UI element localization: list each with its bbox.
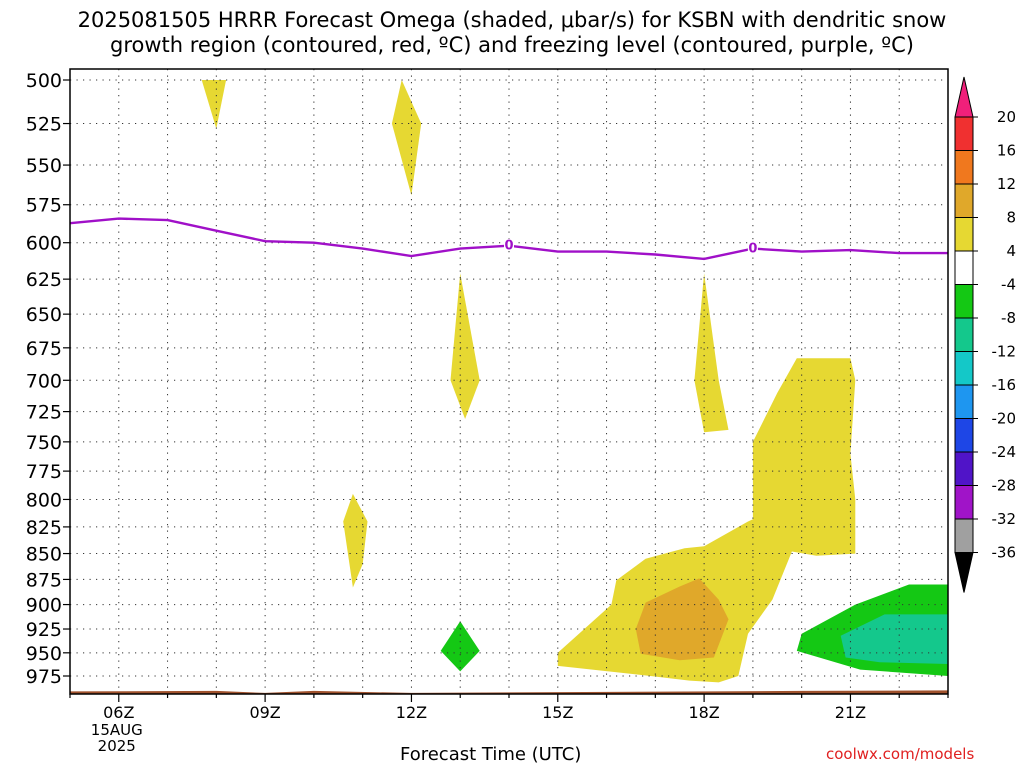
y-tick-label-525: 525: [26, 114, 62, 136]
omega-region-5: [557, 358, 856, 683]
title-line-1: 2025081505 HRRR Forecast Omega (shaded, …: [77, 8, 947, 32]
y-tick-label-850: 850: [26, 544, 62, 566]
omega-shading: [201, 80, 948, 683]
x-tick-label-6: 06Z: [103, 703, 134, 722]
omega-region-3: [694, 273, 729, 433]
y-tick-label-600: 600: [26, 233, 62, 255]
colorbar-label-6: -8: [1001, 309, 1016, 327]
y-tick-label-800: 800: [26, 489, 62, 511]
freezing-label-bg-1: [747, 241, 758, 254]
x-tick-label-21: 21Z: [835, 703, 866, 722]
x-date-label-1: 2025: [98, 737, 136, 755]
grid-lines: [69, 69, 949, 694]
omega-region-6: [635, 578, 729, 661]
y-tick-label-925: 925: [26, 619, 62, 641]
colorbar-top-arrow: [954, 76, 974, 118]
colorbar-label-4: 4: [1006, 242, 1016, 260]
colorbar-seg-9: [954, 384, 974, 419]
colorbar-label-2: 12: [997, 175, 1016, 193]
surface-strip: [70, 690, 948, 694]
freezing-label-bg-0: [504, 238, 514, 251]
colorbar-label-12: -32: [992, 510, 1017, 528]
omega-region-1: [391, 80, 422, 196]
colorbar-label-7: -12: [992, 343, 1017, 361]
x-tick-label-12: 12Z: [396, 703, 427, 722]
colorbar-seg-13: [954, 518, 974, 553]
colorbar-label-13: -36: [992, 544, 1017, 562]
freezing-level-label-0: 0: [504, 239, 513, 254]
colorbar-seg-5: [954, 250, 974, 285]
colorbar-label-3: 8: [1006, 209, 1016, 227]
omega-region-7: [440, 621, 480, 672]
surface-terrain: [70, 690, 948, 694]
colorbar-label-8: -16: [992, 376, 1017, 394]
x-axis-label: Forecast Time (UTC): [400, 744, 582, 765]
x-tick-label-15: 15Z: [542, 703, 573, 722]
y-tick-label-750: 750: [26, 432, 62, 454]
colorbar-seg-12: [954, 485, 974, 520]
y-axis: 500 525 550 575 600 625 650 675 700 725 750 775 800 8…: [26, 70, 70, 688]
y-tick-label-550: 550: [26, 155, 62, 177]
y-tick-label-575: 575: [26, 195, 62, 217]
x-tick-label-18: 18Z: [688, 703, 719, 722]
colorbar-seg-11: [954, 451, 974, 486]
y-tick-label-675: 675: [26, 338, 62, 360]
y-tick-label-975: 975: [26, 666, 62, 688]
colorbar-seg-8: [954, 351, 974, 386]
omega-region-0: [201, 80, 227, 129]
y-tick-label-875: 875: [26, 569, 62, 591]
y-tick-label-650: 650: [26, 304, 62, 326]
colorbar-seg-1: [954, 116, 974, 151]
y-tick-label-625: 625: [26, 269, 62, 291]
x-date-label-0: 15AUG: [91, 721, 143, 739]
y-tick-label-500: 500: [26, 70, 62, 92]
freezing-level-label-1: 0: [748, 242, 757, 257]
y-tick-label-700: 700: [26, 370, 62, 392]
colorbar-seg-4: [954, 217, 974, 252]
colorbar-seg-3: [954, 183, 974, 218]
colorbar-seg-6: [954, 284, 974, 319]
colorbar-seg-7: [954, 317, 974, 352]
x-tick-label-9: 09Z: [249, 703, 280, 722]
colorbar-label-10: -24: [992, 443, 1017, 461]
y-tick-label-900: 900: [26, 595, 62, 617]
omega-region-9: [840, 614, 948, 664]
credit-link[interactable]: coolwx.com/models: [826, 745, 975, 763]
chart-title: 2025081505 HRRR Forecast Omega (shaded, …: [0, 8, 1024, 58]
omega-region-4: [343, 493, 368, 588]
y-tick-label-950: 950: [26, 643, 62, 665]
colorbar-label-5: -4: [1001, 276, 1016, 294]
colorbar-label-9: -20: [992, 410, 1017, 428]
y-tick-label-775: 775: [26, 461, 62, 483]
y-tick-label-825: 825: [26, 517, 62, 539]
omega-region-2: [450, 273, 480, 419]
colorbar-label-11: -28: [992, 477, 1017, 495]
colorbar-bottom-arrow: [954, 552, 974, 593]
colorbar-seg-10: [954, 418, 974, 453]
colorbar: 20 16 12 8 4 -4 -8 -12 -16 -20 -24 -28 -32 -36: [954, 76, 1017, 593]
y-tick-label-725: 725: [26, 402, 62, 424]
colorbar-label-1: 16: [997, 142, 1016, 160]
colorbar-seg-2: [954, 150, 974, 185]
colorbar-label-0: 20: [997, 108, 1016, 126]
title-line-2: growth region (contoured, red, ºC) and f…: [110, 33, 914, 57]
